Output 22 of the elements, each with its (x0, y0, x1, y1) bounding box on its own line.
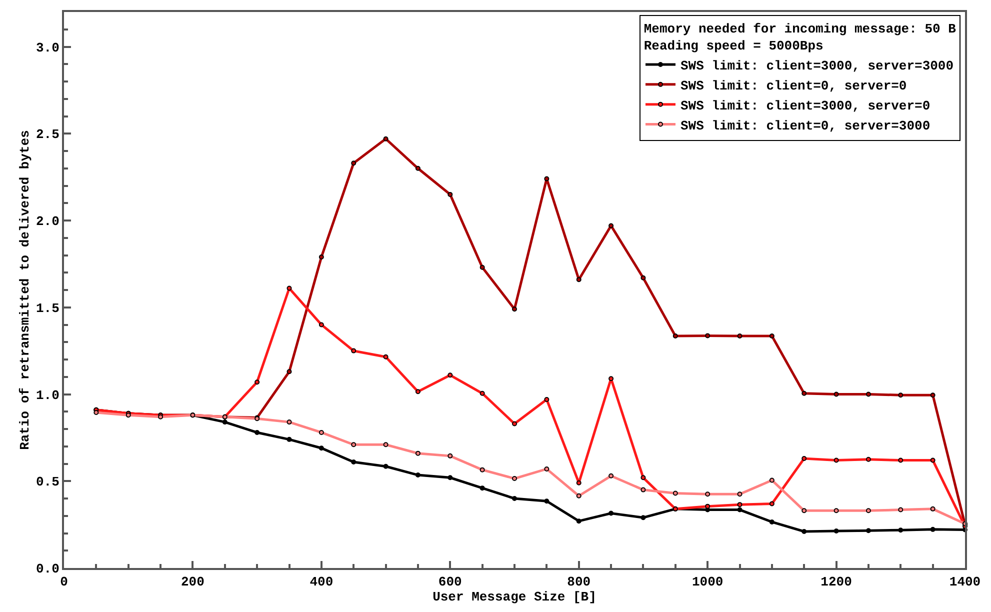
x-tick-label: 0 (60, 574, 68, 590)
legend-label: SWS limit: client=0, server=3000 (680, 118, 930, 134)
legend-label: SWS limit: client=3000, server=0 (680, 98, 930, 114)
y-tick-label: 1.0 (36, 388, 60, 403)
x-tick-label: 1000 (692, 574, 724, 590)
x-tick-label: 800 (567, 574, 591, 590)
y-tick-label: 0.5 (36, 474, 60, 490)
legend-label: SWS limit: client=3000, server=3000 (680, 58, 954, 74)
y-tick-label: 2.5 (36, 127, 60, 142)
x-tick-label: 1200 (820, 574, 852, 590)
legend-title: Memory needed for incoming message: 50 B Reading speed = 5000Bps (644, 22, 956, 54)
y-tick-label: 2.0 (36, 214, 60, 230)
y-tick-label: 0.0 (36, 562, 60, 577)
x-tick-label: 400 (310, 574, 334, 590)
x-tick-label: 600 (438, 574, 462, 590)
x-tick-label: 1400 (949, 574, 981, 590)
y-axis-title: Ratio of retransmitted to delivered bytes (17, 130, 32, 450)
x-tick-label: 200 (181, 574, 205, 590)
y-tick-label: 3.0 (36, 40, 60, 56)
x-axis-title: User Message Size [B] (432, 590, 596, 605)
y-tick-label: 1.5 (36, 300, 60, 316)
legend-label: SWS limit: client=0, server=0 (680, 78, 907, 94)
